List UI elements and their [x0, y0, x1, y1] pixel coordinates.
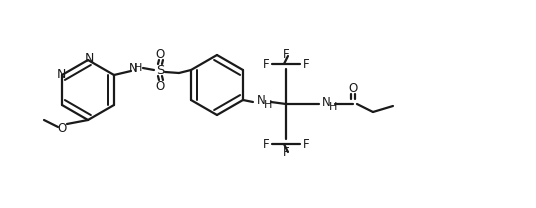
- Text: F: F: [282, 48, 289, 62]
- Text: N: N: [129, 62, 137, 74]
- Text: O: O: [348, 82, 358, 94]
- Text: F: F: [282, 146, 289, 160]
- Text: F: F: [303, 137, 309, 151]
- Text: H: H: [134, 63, 142, 73]
- Text: S: S: [156, 63, 164, 77]
- Text: N: N: [84, 52, 94, 64]
- Text: O: O: [57, 123, 66, 135]
- Text: O: O: [155, 79, 165, 93]
- Text: F: F: [263, 57, 269, 71]
- Text: F: F: [303, 57, 309, 71]
- Text: F: F: [263, 137, 269, 151]
- Text: H: H: [329, 102, 337, 112]
- Text: N: N: [322, 95, 330, 109]
- Text: O: O: [155, 47, 165, 61]
- Text: N: N: [257, 94, 265, 106]
- Text: H: H: [264, 100, 272, 110]
- Text: N: N: [56, 68, 66, 80]
